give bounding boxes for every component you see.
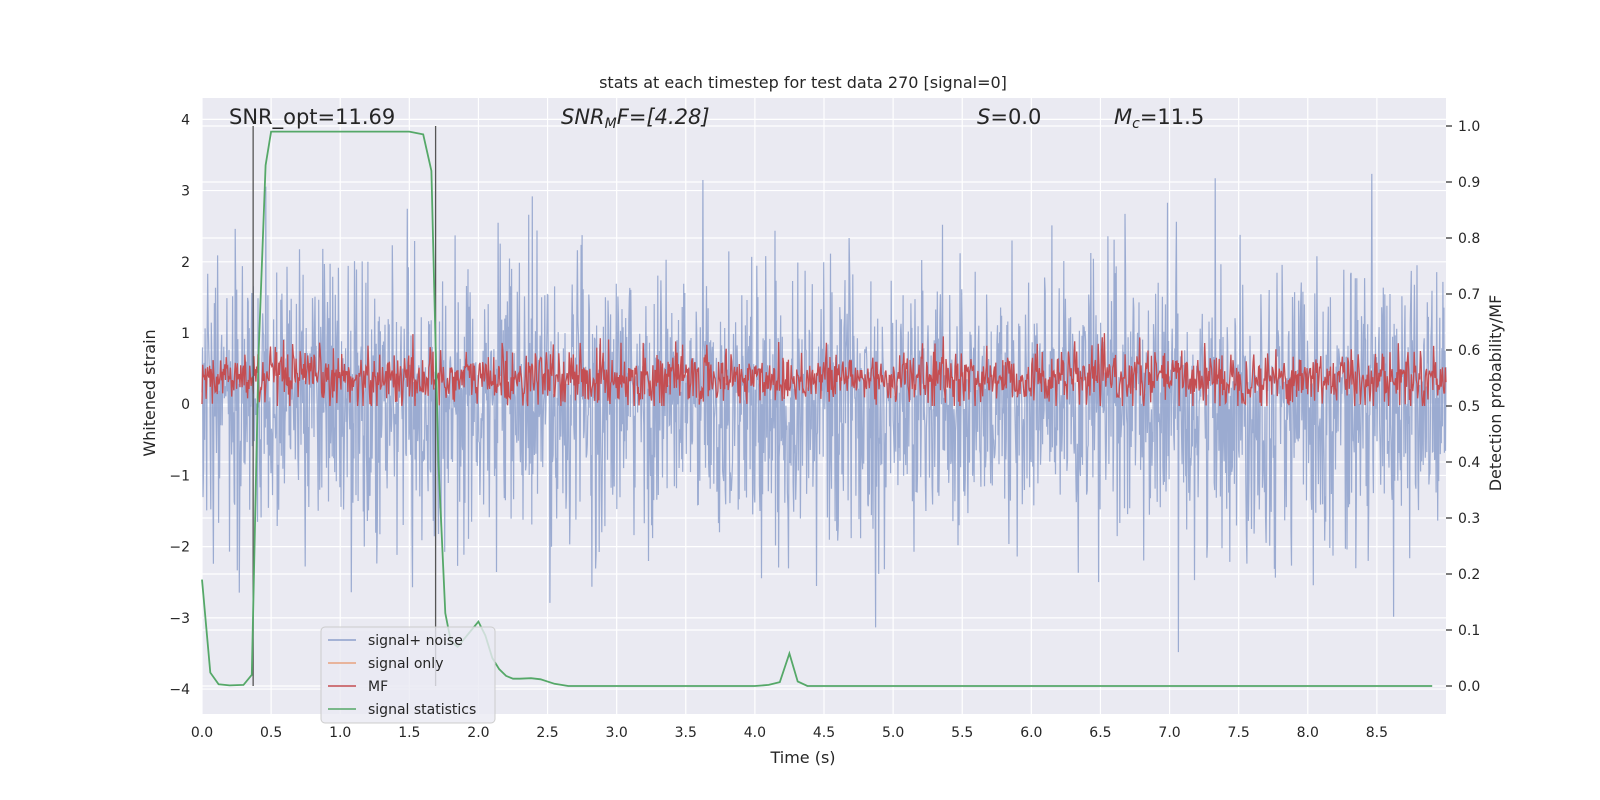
y-tick-label: −1 [169, 468, 190, 484]
x-axis-ticks: 0.0 0.5 1.0 1.5 2.0 2.5 3.0 3.5 4.0 4.5 5.0 5.5 6.0 6… [191, 725, 1388, 741]
legend-box [320, 626, 496, 724]
x-tick-label: 8.5 [1366, 725, 1388, 741]
legend-label-mf: MF [368, 679, 388, 695]
x-tick-label: 2.5 [536, 725, 558, 741]
x-tick-label: 6.0 [1020, 725, 1042, 741]
x-tick-label: 3.5 [675, 725, 697, 741]
y2-tick-label: 0.5 [1458, 399, 1480, 415]
annotation-mc-sub: c [1132, 116, 1140, 132]
legend: signal+ noise signal only MF signal stat… [320, 626, 496, 724]
x-axis-label: Time (s) [769, 748, 835, 767]
legend-label-signal-statistics: signal statistics [368, 702, 476, 718]
x-tick-label: 1.5 [398, 725, 420, 741]
x-tick-label: 7.0 [1158, 725, 1180, 741]
x-tick-label: 5.0 [882, 725, 904, 741]
y2-tick-label: 0.2 [1458, 567, 1480, 583]
y-tick-label: −2 [169, 540, 190, 556]
x-tick-label: 5.5 [951, 725, 973, 741]
y2-tick-label: 0.0 [1458, 679, 1480, 695]
y-axis-ticks: 4 3 2 1 0 −1 −2 −3 −4 [169, 112, 190, 698]
x-tick-label: 4.0 [744, 725, 766, 741]
x-tick-label: 3.0 [606, 725, 628, 741]
legend-label-signal-only: signal only [368, 656, 443, 672]
y2-tick-label: 0.6 [1458, 343, 1480, 359]
annotation-s: S=0.0 [977, 105, 1041, 129]
x-tick-label: 8.0 [1297, 725, 1319, 741]
y-tick-label: 2 [181, 255, 190, 271]
x-tick-label: 4.5 [813, 725, 835, 741]
y2-tick-label: 0.4 [1458, 455, 1480, 471]
y2-axis-label: Detection probability/MF [1486, 295, 1505, 492]
annotation-snr-mf-rest: F=[4.28] [617, 105, 710, 129]
x-tick-label: 6.5 [1089, 725, 1111, 741]
y-tick-label: −4 [169, 682, 190, 698]
annotation-s-main: S [977, 105, 990, 129]
y-tick-label: 3 [181, 184, 190, 200]
y2-tick-label: 0.1 [1458, 623, 1480, 639]
line-signal-noise [201, 173, 1447, 653]
annotation-snr-mf-main: SNR [561, 105, 605, 129]
y-tick-label: 1 [181, 326, 190, 342]
annotation-s-rest: =0.0 [990, 105, 1041, 129]
y2-tick-label: 0.7 [1458, 287, 1480, 303]
x-tick-label: 2.0 [467, 725, 489, 741]
annotation-snr-mf-sub: M [605, 116, 617, 132]
x-tick-label: 1.0 [329, 725, 351, 741]
line-mf [201, 333, 1447, 407]
annotation-mc-main: M [1114, 105, 1132, 129]
annotation-snr-mf: SNRMF=[4.28] [561, 105, 710, 132]
y-axis-label: Whitened strain [140, 329, 159, 456]
y2-tick-label: 1.0 [1458, 119, 1480, 135]
annotation-mc: Mc=11.5 [1114, 105, 1204, 132]
annotation-snr-opt: SNR_opt=11.69 [229, 105, 395, 130]
annotation-mc-rest: =11.5 [1140, 105, 1204, 129]
y2-tick-label: 0.3 [1458, 511, 1480, 527]
x-tick-label: 0.5 [260, 725, 282, 741]
y2-tick-label: 0.9 [1458, 175, 1480, 191]
series-signal-noise [201, 173, 1447, 653]
y-tick-label: 0 [181, 397, 190, 413]
x-tick-label: 0.0 [191, 725, 213, 741]
series-mf [201, 333, 1447, 407]
chart-title: stats at each timestep for test data 270… [599, 73, 1007, 92]
y-tick-label: −3 [169, 611, 190, 627]
y2-axis-ticks: 1.0 0.9 0.8 0.7 0.6 0.5 0.4 0.3 0.2 0.1 0.0 [1446, 119, 1480, 695]
y2-tick-label: 0.8 [1458, 231, 1480, 247]
x-tick-label: 7.5 [1228, 725, 1250, 741]
legend-label-signal-noise: signal+ noise [368, 633, 463, 649]
y-tick-label: 4 [181, 112, 190, 128]
